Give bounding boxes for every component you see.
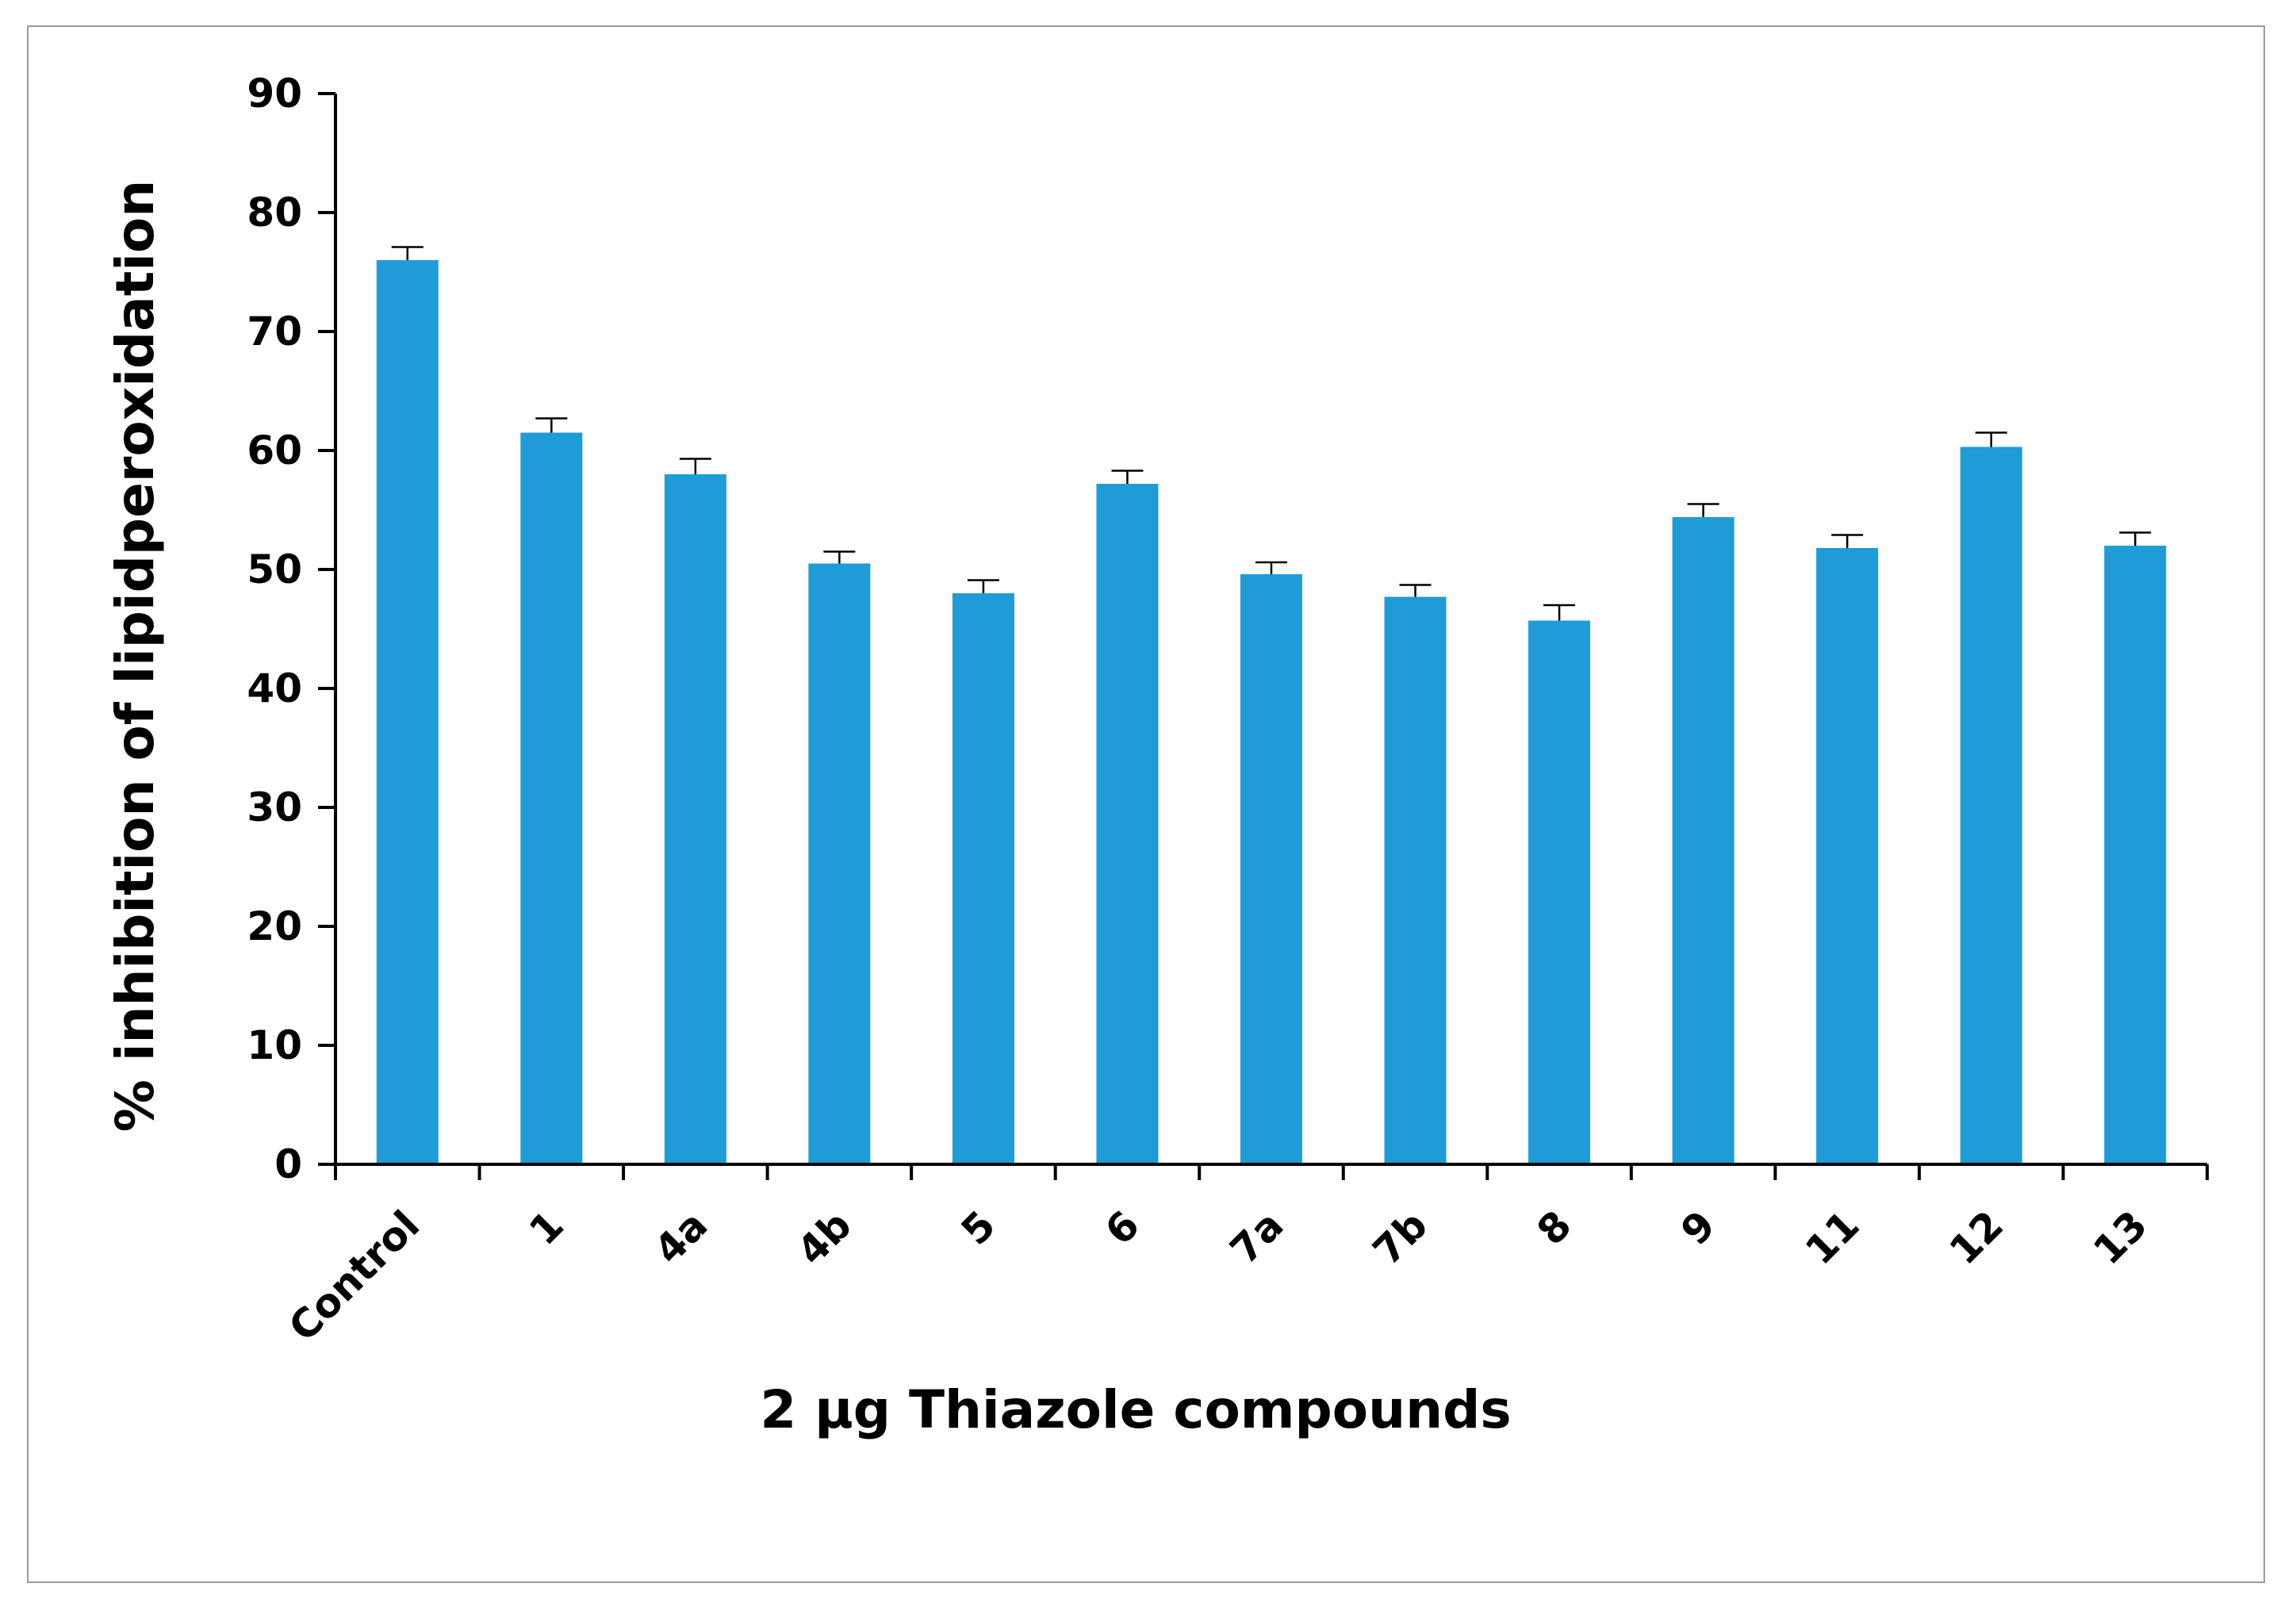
y-tick-label: 80 <box>247 190 302 236</box>
bar <box>1528 620 1591 1164</box>
bar <box>1240 574 1302 1164</box>
x-tick-label: 7a <box>1221 1202 1292 1272</box>
bar <box>808 563 871 1164</box>
y-tick-label: 70 <box>247 309 302 355</box>
y-ticks-layer: 0 10 20 30 40 50 60 70 80 90 <box>247 71 335 1187</box>
x-ticks-layer: Control 1 4a 4b 5 6 7a 7b 8 9 11 12 13 <box>280 1164 2209 1351</box>
x-tick-label: 13 <box>2084 1202 2156 1273</box>
error-bars-layer <box>391 246 2152 621</box>
bar <box>520 432 583 1164</box>
x-axis-title: 2 μg Thiazole compounds <box>760 1379 1511 1440</box>
x-tick-label: 4a <box>646 1202 716 1272</box>
bar <box>1096 484 1159 1164</box>
x-tick-label: Control <box>280 1202 428 1350</box>
bars-layer <box>376 260 2167 1164</box>
y-tick-label: 0 <box>274 1141 302 1187</box>
y-tick-label: 50 <box>247 546 302 592</box>
y-tick-label: 60 <box>247 427 302 473</box>
bar <box>1384 596 1447 1164</box>
bar <box>376 260 439 1164</box>
bar <box>1960 447 2022 1164</box>
x-tick-label: 6 <box>1096 1202 1148 1254</box>
y-tick-label: 90 <box>247 71 302 117</box>
y-tick-label: 20 <box>247 903 302 949</box>
x-tick-label: 5 <box>953 1202 1005 1254</box>
x-tick-label: 1 <box>520 1202 573 1254</box>
x-tick-label: 11 <box>1796 1202 1868 1273</box>
x-tick-label: 8 <box>1528 1202 1581 1254</box>
axes-layer <box>334 94 2207 1166</box>
y-tick-label: 40 <box>247 665 302 711</box>
y-tick-label: 30 <box>247 784 302 830</box>
bar <box>664 474 726 1164</box>
bar <box>2104 546 2167 1164</box>
x-tick-label: 12 <box>1941 1202 2012 1273</box>
x-tick-label: 7b <box>1364 1202 1436 1274</box>
bar <box>1816 548 1879 1164</box>
bar <box>952 593 1014 1164</box>
bar <box>1672 517 1734 1164</box>
x-tick-label: 9 <box>1672 1202 1724 1254</box>
y-tick-label: 10 <box>247 1022 302 1068</box>
x-tick-label: 4b <box>788 1202 861 1274</box>
y-axis-title: % inhibition of lipidperoxidation <box>105 180 166 1132</box>
